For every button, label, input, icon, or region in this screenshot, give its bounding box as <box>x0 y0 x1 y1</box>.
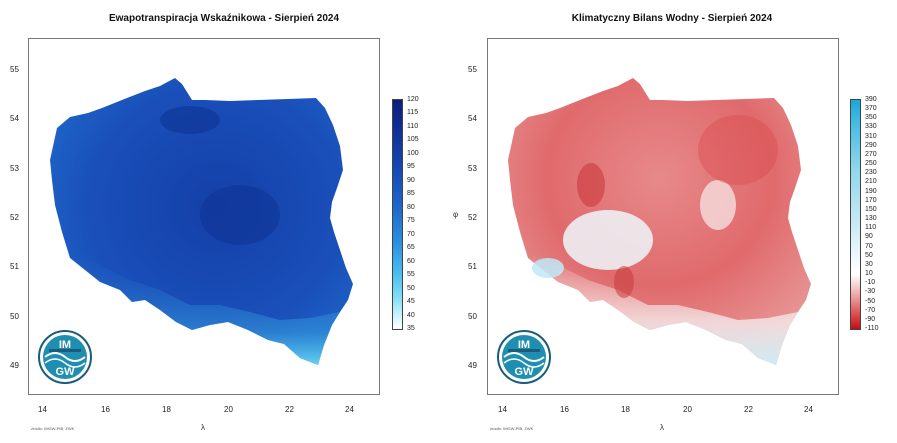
colorbar-tick-label: 330 <box>865 123 877 131</box>
poland-map-evapotranspiration <box>50 78 353 365</box>
lon-label: 18 <box>162 405 171 414</box>
map-title: Ewapotranspiracja Wskaźnikowa - Sierpień… <box>108 13 340 24</box>
southwest-wet-region <box>532 258 564 278</box>
lat-label: 52 <box>10 213 19 222</box>
colorbar-tick-label: 190 <box>865 187 877 195</box>
map-panel-water-balance: Klimatyczny Bilans Wodny - Sierpień 2024… <box>448 0 896 443</box>
colorbar-tick-label: 60 <box>407 257 415 265</box>
x-axis-name: λ <box>660 423 664 432</box>
colorbar-tick-label: 150 <box>865 205 877 213</box>
x-axis-name: λ <box>201 423 205 432</box>
colorbar-tick-label: 75 <box>407 217 415 225</box>
colorbar-tick-label: 110 <box>865 224 877 232</box>
source-note: źródło: IMGW-PIB, ZWK <box>490 426 534 431</box>
lat-label: 53 <box>468 164 477 173</box>
colorbar-tick-label: 80 <box>407 203 415 211</box>
colorbar-tick-label: 30 <box>865 260 873 268</box>
logo-text-top: IM <box>518 339 530 351</box>
lon-label: 18 <box>621 405 630 414</box>
lon-label: 24 <box>804 405 813 414</box>
lat-label: 54 <box>468 114 477 123</box>
y-axis-name: φ <box>453 210 459 219</box>
colorbar-tick-label: 110 <box>407 122 419 130</box>
colorbar-tick-label: 50 <box>865 251 873 259</box>
colorbar-tick-label: 50 <box>407 284 415 292</box>
lat-label: 51 <box>10 262 19 271</box>
poland-map-water-balance <box>508 78 811 365</box>
lon-label: 24 <box>345 405 354 414</box>
colorbar-tick-label: 85 <box>407 190 415 198</box>
colorbar-tick-label: -10 <box>865 279 876 287</box>
map-panel-evapotranspiration: Ewapotranspiracja Wskaźnikowa - Sierpień… <box>0 0 448 443</box>
imgw-logo: IM GW <box>37 329 93 385</box>
colorbar-tick-label: 270 <box>865 150 877 158</box>
lat-label: 52 <box>468 213 477 222</box>
colorbar-tick-label: 70 <box>407 230 415 238</box>
colorbar-evapotranspiration <box>392 99 403 330</box>
map-title: Klimatyczny Bilans Wodny - Sierpień 2024 <box>571 13 773 24</box>
colorbar-tick-label: 210 <box>865 178 877 186</box>
colorbar-tick-label: 55 <box>407 271 415 279</box>
colorbar-tick-label: 100 <box>407 149 419 157</box>
lon-label: 16 <box>560 405 569 414</box>
colorbar-tick-label: 105 <box>407 136 419 144</box>
colorbar-tick-label: 250 <box>865 160 877 168</box>
lon-label: 22 <box>285 405 294 414</box>
southern-wet-band <box>528 255 798 365</box>
colorbar-tick-label: 310 <box>865 132 877 140</box>
colorbar-tick-label: -50 <box>865 297 876 305</box>
colorbar-tick-label: 115 <box>407 109 419 117</box>
lat-label: 54 <box>10 114 19 123</box>
east-pale-region <box>700 180 736 230</box>
lat-label: 50 <box>468 312 477 321</box>
central-dark-region <box>200 185 280 245</box>
colorbar-tick-label: 70 <box>865 242 873 250</box>
colorbar-water-balance <box>850 99 861 330</box>
lat-label: 50 <box>10 312 19 321</box>
colorbar-tick-label: 170 <box>865 196 877 204</box>
colorbar-tick-label: 65 <box>407 244 415 252</box>
lon-label: 22 <box>744 405 753 414</box>
north-dark-region <box>160 106 220 134</box>
colorbar-tick-label: -70 <box>865 306 876 314</box>
northeast-dry-region <box>698 115 778 185</box>
southern-mountains-band <box>70 255 340 365</box>
colorbar-tick-label: 35 <box>407 325 415 332</box>
colorbar-tick-label: 45 <box>407 298 415 306</box>
lon-label: 16 <box>101 405 110 414</box>
colorbar-tick-label: 370 <box>865 105 877 113</box>
central-pale-region <box>563 210 653 270</box>
lat-label: 55 <box>10 65 19 74</box>
lon-label: 20 <box>683 405 692 414</box>
colorbar-tick-label: -110 <box>865 325 879 332</box>
colorbar-tick-label: 40 <box>407 311 415 319</box>
logo-text-top: IM <box>59 339 71 351</box>
colorbar-tick-label: 390 <box>865 96 877 103</box>
lat-label: 55 <box>468 65 477 74</box>
lat-label: 49 <box>468 361 477 370</box>
colorbar-tick-label: 95 <box>407 163 415 171</box>
colorbar-tick-label: 90 <box>407 176 415 184</box>
dry-region <box>577 163 605 207</box>
lon-label: 20 <box>224 405 233 414</box>
lon-label: 14 <box>498 405 507 414</box>
dry-region <box>614 266 634 298</box>
colorbar-tick-label: 290 <box>865 141 877 149</box>
colorbar-tick-label: -90 <box>865 315 876 323</box>
lat-label: 49 <box>10 361 19 370</box>
imgw-logo: IM GW <box>496 329 552 385</box>
colorbar-tick-label: 350 <box>865 114 877 122</box>
colorbar-tick-label: -30 <box>865 288 876 296</box>
lat-label: 53 <box>10 164 19 173</box>
source-note: źródło: IMGW-PIB, ZWK <box>31 426 75 431</box>
logo-text-bottom: GW <box>56 366 76 378</box>
colorbar-tick-label: 10 <box>865 270 873 278</box>
lon-label: 14 <box>38 405 47 414</box>
colorbar-tick-label: 130 <box>865 215 877 223</box>
colorbar-tick-label: 90 <box>865 233 873 241</box>
colorbar-tick-label: 120 <box>407 96 419 103</box>
lat-label: 51 <box>468 262 477 271</box>
colorbar-tick-label: 230 <box>865 169 877 177</box>
logo-text-bottom: GW <box>515 366 535 378</box>
